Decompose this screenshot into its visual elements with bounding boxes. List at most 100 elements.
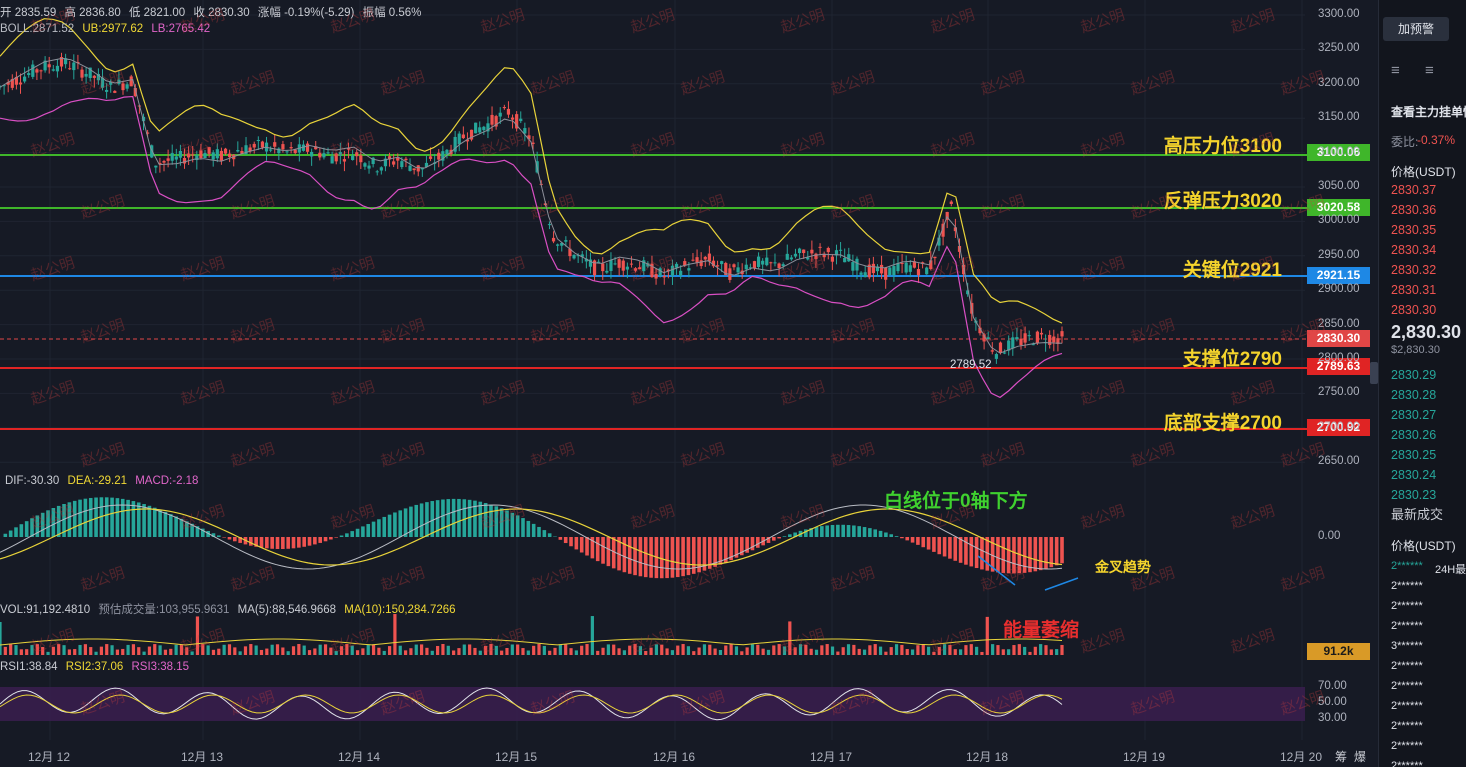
ask-price[interactable]: 2830.37 [1391,183,1437,197]
candle [756,256,761,268]
date-tick: 12月 13 [181,750,224,764]
kline-chart[interactable]: 开 2835.59 高 2836.80 低 2821.00 收 2830.30 … [0,0,1378,767]
candle [412,168,416,171]
macd-dif: DIF:-30.30 [5,475,60,487]
volume-bar [387,646,392,655]
ask-price[interactable]: 2830.36 [1391,203,1437,217]
macd-bar [852,525,856,537]
ask-price[interactable]: 2830.34 [1391,243,1437,257]
price-tick: 3250.00 [1318,42,1360,55]
candle [871,263,875,274]
vol-est: 预估成交量:103,955.9631 [98,604,230,616]
macd-bar [329,537,333,540]
candle [978,327,982,334]
candle [736,267,740,273]
volume-bar [361,648,365,655]
macd-bar [830,525,835,537]
macd-bar [772,537,776,541]
candle [957,245,962,252]
bid-price[interactable]: 2830.26 [1391,428,1437,442]
candle [777,263,781,269]
ask-price[interactable]: 2830.31 [1391,283,1437,297]
volume-bar [884,651,888,655]
bid-price[interactable]: 2830.27 [1391,408,1437,422]
volume-bar [473,647,477,655]
macd-bar [756,537,760,548]
volume-bar [163,649,168,655]
dea-line [0,508,1063,566]
candle [92,75,96,78]
bid-price[interactable]: 2830.25 [1391,448,1437,462]
view-main-orders-link[interactable]: 查看主力挂单情 [1391,105,1466,119]
macd-bar [697,537,701,573]
volume-bar [217,648,221,655]
panel-collapse-handle[interactable] [1370,362,1378,384]
candle [51,69,55,71]
volume-bar [446,645,450,655]
chip-icon[interactable]: 筹 [1335,750,1348,764]
bid-price[interactable]: 2830.24 [1391,468,1437,482]
macd-bar [921,537,926,548]
volume-bar [9,644,13,655]
volume-bar [275,644,280,655]
candle [211,152,215,160]
bid-price[interactable]: 2830.23 [1391,488,1437,502]
liquidation-icon[interactable]: 爆 [1354,750,1367,764]
book-mode-both-icon[interactable]: ≡ [1391,62,1400,79]
candle [27,73,31,76]
macd-bar [622,537,627,573]
candle [1011,337,1015,349]
level-label-3020: 反弹压力3020 [1163,191,1282,212]
alert-button[interactable]: 加预警 [1383,17,1449,41]
bid-price[interactable]: 2830.28 [1391,388,1437,402]
ask-price[interactable]: 2830.32 [1391,263,1437,277]
macd-bar [510,512,515,537]
volume-bar [782,646,787,655]
macd-bar [24,521,29,537]
ask-price[interactable]: 2830.30 [1391,303,1437,317]
macd-bar [804,529,808,537]
rsi-tick: 50.00 [1318,696,1347,708]
macd-bar [195,526,200,537]
macd-bar [302,537,306,547]
macd-bar [526,520,531,537]
macd-bar [964,537,968,565]
macd-bar [126,499,130,537]
candle [346,148,351,150]
candle [318,152,322,158]
macd-bar [142,504,146,537]
bid-price[interactable]: 2830.29 [1391,368,1437,382]
volume-bar [750,644,755,655]
macd-bar [339,535,344,537]
candle [351,155,355,161]
24h-badge: 24H最 [1435,564,1466,576]
volume-bar [414,644,418,655]
volume-bar [756,644,760,655]
candle [1002,352,1007,354]
candle [629,263,634,265]
chart-canvas [0,0,1307,740]
candle [564,240,568,242]
price-tick: 2650.00 [1318,455,1360,468]
candle [613,263,617,265]
boll-upper-line [0,18,1063,324]
candle [896,263,900,272]
macd-bar [531,523,536,537]
volume-bar [30,645,34,655]
book-mode-bids-icon[interactable]: ≡ [1425,62,1434,79]
vol-info-row: VOL:91,192.4810 预估成交量:103,955.9631 MA(5)… [0,601,461,617]
macd-bar [681,537,685,577]
macd-bar [462,499,467,537]
macd-bar [1006,537,1011,574]
latest-trades-tab[interactable]: 最新成交 [1391,507,1444,522]
candle [441,151,445,161]
macd-bar [579,537,584,553]
ask-price[interactable]: 2830.35 [1391,223,1437,237]
candle [59,57,64,67]
candle [18,82,23,85]
trend-arrow [977,555,1016,586]
candle [199,150,203,159]
macd-bar [499,508,504,537]
candle [609,260,613,271]
volume-bar [724,645,728,655]
